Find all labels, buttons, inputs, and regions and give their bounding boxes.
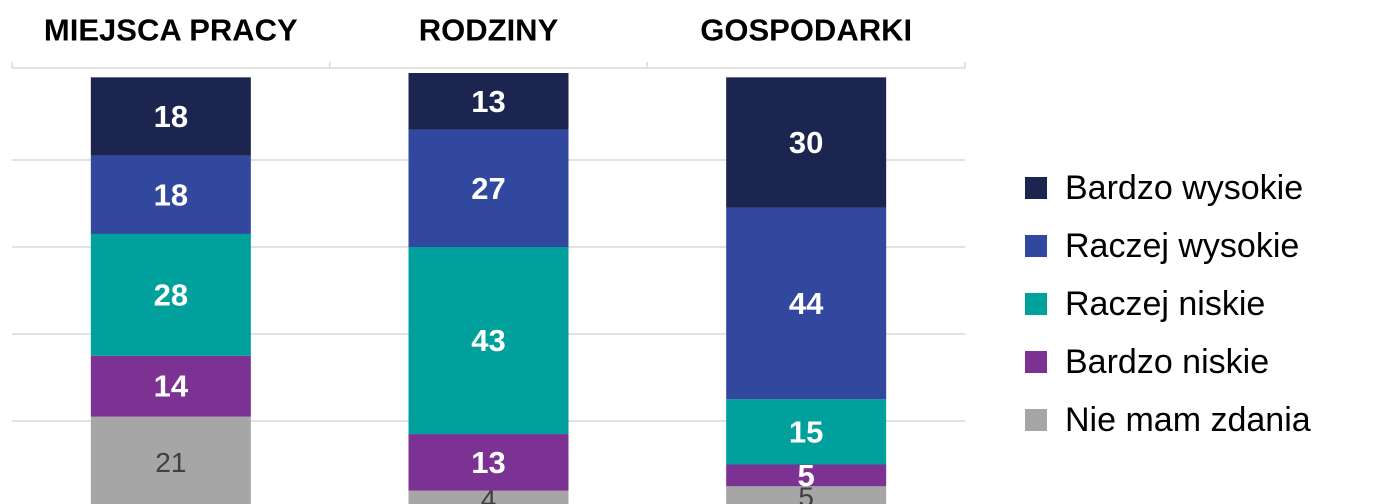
legend-swatch bbox=[1025, 177, 1047, 199]
value-label: 28 bbox=[154, 277, 188, 312]
legend-swatch bbox=[1025, 409, 1047, 431]
value-label: 5 bbox=[798, 458, 815, 493]
value-label: 43 bbox=[471, 323, 505, 358]
bar-segment bbox=[408, 247, 569, 435]
bar-segment bbox=[408, 490, 569, 504]
legend-label: Raczej wysokie bbox=[1065, 227, 1299, 265]
value-label: 30 bbox=[789, 125, 823, 160]
legend-label: Bardzo niskie bbox=[1065, 343, 1269, 381]
legend-label: Bardzo wysokie bbox=[1065, 169, 1303, 207]
category-label: MIEJSCA PRACY bbox=[44, 13, 298, 48]
value-label: 5 bbox=[798, 482, 814, 504]
value-label: 21 bbox=[155, 447, 186, 478]
value-label: 18 bbox=[154, 177, 188, 212]
value-label: 44 bbox=[789, 286, 824, 321]
bar-segment bbox=[726, 77, 887, 208]
value-label: 15 bbox=[789, 414, 823, 449]
bar-segment bbox=[90, 233, 251, 356]
value-label: 27 bbox=[471, 171, 505, 206]
bar-segment bbox=[726, 486, 887, 504]
category-label: RODZINY bbox=[419, 13, 559, 48]
bar-segment bbox=[726, 399, 887, 465]
value-label: 14 bbox=[154, 369, 189, 404]
bar-segment bbox=[408, 434, 569, 491]
bar-segment bbox=[726, 464, 887, 487]
value-label: 13 bbox=[471, 84, 505, 119]
bar-segment bbox=[726, 207, 887, 400]
category-label: GOSPODARKI bbox=[700, 13, 912, 48]
bar-segment bbox=[90, 416, 251, 504]
legend-swatch bbox=[1025, 351, 1047, 373]
legend-swatch bbox=[1025, 235, 1047, 257]
legend-swatch bbox=[1025, 293, 1047, 315]
bar-segment bbox=[90, 77, 251, 156]
bar-segment bbox=[90, 155, 251, 234]
value-label: 18 bbox=[154, 99, 188, 134]
legend-label: Raczej niskie bbox=[1065, 285, 1265, 323]
bar-segment bbox=[408, 73, 569, 130]
bar-segment bbox=[90, 355, 251, 417]
value-label: 13 bbox=[471, 445, 505, 480]
legend-label: Nie mam zdania bbox=[1065, 401, 1311, 439]
bar-segment bbox=[408, 129, 569, 247]
